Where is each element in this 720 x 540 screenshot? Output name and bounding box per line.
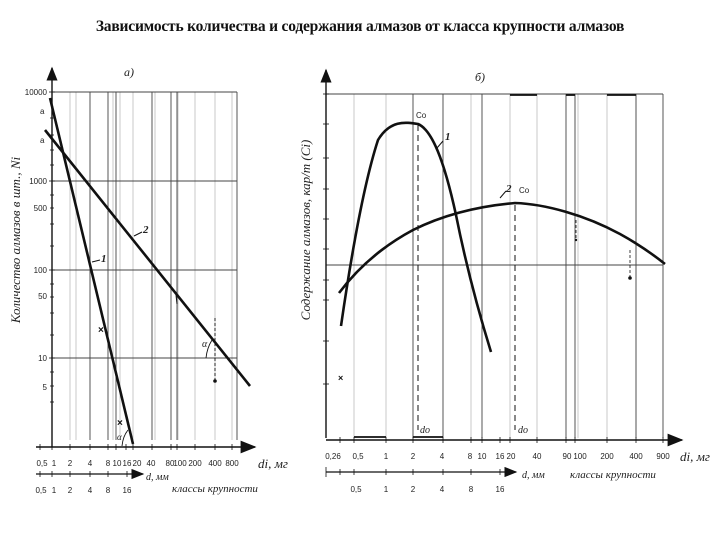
chart-a-xlabel: di, мг: [258, 456, 288, 471]
chart-b-minor-grid: [353, 94, 637, 438]
chart-b-x-ticks-mg: 0,26 0,5 1 2 4 8 10 16 20 40 90 100 200 …: [325, 452, 670, 461]
svg-text:900: 900: [656, 452, 670, 461]
chart-a-intercept-a2: a: [40, 136, 45, 145]
svg-text:4: 4: [440, 485, 445, 494]
svg-text:0,26: 0,26: [325, 452, 341, 461]
chart-a-xcaption: классы крупности: [172, 483, 258, 495]
chart-a-x-ticks-mg: 0,5 1 2 4 8 10 16 20 40 80 100 200 400 8…: [36, 459, 239, 468]
page-title: Зависимость количества и содержания алма…: [95, 18, 625, 35]
svg-text:2: 2: [411, 452, 416, 461]
svg-text:×: ×: [117, 418, 123, 429]
chart-b: б): [298, 68, 710, 494]
svg-text:×: ×: [338, 373, 343, 383]
svg-text:8: 8: [106, 486, 111, 495]
svg-text:100: 100: [573, 452, 587, 461]
svg-text:10000: 10000: [25, 88, 48, 97]
svg-text:40: 40: [533, 452, 542, 461]
svg-text:0,5: 0,5: [35, 486, 47, 495]
svg-text:1: 1: [52, 459, 57, 468]
svg-text:2: 2: [68, 459, 73, 468]
chart-a-series-2-label: 2: [142, 224, 149, 236]
chart-b-peak-label-1: Co: [416, 111, 427, 120]
chart-b-optimum-label-1: do: [420, 425, 430, 436]
svg-text:100: 100: [173, 459, 187, 468]
chart-a-series-2: [43, 129, 252, 387]
svg-text:80: 80: [166, 459, 175, 468]
svg-text:4: 4: [88, 486, 93, 495]
svg-text:200: 200: [188, 459, 202, 468]
chart-b-series-2-label: 2: [505, 183, 512, 195]
svg-text:1: 1: [384, 485, 389, 494]
svg-text:16: 16: [496, 452, 505, 461]
chart-a-series-1: [48, 97, 135, 445]
chart-b-major-grid: [326, 93, 664, 438]
svg-text:5: 5: [43, 383, 48, 392]
chart-a-ylabel: Количество алмазов в шт., Ni: [8, 157, 23, 325]
chart-b-series-1: [339, 121, 493, 353]
chart-a-angle-label: α: [202, 339, 208, 350]
chart-b-ylabel: Содержание алмазов, кар/т (Ci): [298, 140, 313, 321]
svg-text:1: 1: [52, 486, 57, 495]
svg-text:50: 50: [38, 292, 47, 301]
svg-text:×: ×: [98, 325, 104, 336]
svg-text:4: 4: [440, 452, 445, 461]
chart-a-intercept-a1: a: [40, 107, 45, 116]
chart-b-series-1-label: 1: [445, 131, 451, 143]
svg-text:16: 16: [123, 486, 132, 495]
chart-b-xlabel-mm: d, мм: [522, 470, 545, 481]
chart-a-major-grid: [52, 91, 238, 440]
chart-a-minor-grid: [69, 92, 233, 440]
svg-text:8: 8: [469, 485, 474, 494]
svg-text:20: 20: [507, 452, 516, 461]
svg-text:2: 2: [411, 485, 416, 494]
chart-b-series-2: [337, 201, 666, 294]
svg-text:2: 2: [68, 486, 73, 495]
chart-b-x-ticks-mm: 0,5 1 2 4 8 16: [350, 485, 505, 494]
svg-text:8: 8: [106, 459, 111, 468]
svg-text:40: 40: [147, 459, 156, 468]
svg-text:1000: 1000: [29, 177, 47, 186]
chart-b-xlabel: di, мг: [680, 449, 710, 464]
chart-b-xcaption: классы крупности: [570, 469, 656, 481]
chart-b-panel-label: б): [475, 70, 485, 84]
svg-text:16: 16: [496, 485, 505, 494]
chart-b-optimum-label-2: do: [518, 425, 528, 436]
svg-text:16: 16: [123, 459, 132, 468]
svg-text:0,5: 0,5: [36, 459, 48, 468]
svg-text:500: 500: [34, 204, 48, 213]
svg-text:200: 200: [600, 452, 614, 461]
svg-text:0,5: 0,5: [352, 452, 364, 461]
svg-text:800: 800: [225, 459, 239, 468]
svg-text:400: 400: [208, 459, 222, 468]
svg-text:α: α: [117, 432, 122, 442]
svg-text:4: 4: [88, 459, 93, 468]
svg-text:400: 400: [629, 452, 643, 461]
svg-text:10: 10: [478, 452, 487, 461]
svg-text:10: 10: [113, 459, 122, 468]
chart-a-panel-label: а): [124, 65, 134, 79]
svg-text:1: 1: [384, 452, 389, 461]
svg-text:20: 20: [133, 459, 142, 468]
chart-a-y-ticks: 10000 1000 500 100 50 10 5: [25, 88, 48, 392]
svg-text:0,5: 0,5: [350, 485, 362, 494]
chart-a-xlabel-mm: d, мм: [146, 472, 169, 483]
chart-a-series-1-label: 1: [101, 253, 107, 265]
svg-text:90: 90: [563, 452, 572, 461]
chart-b-peak-label-2: Co: [519, 186, 530, 195]
chart-a: а): [8, 65, 288, 495]
svg-text:8: 8: [468, 452, 473, 461]
chart-a-x-ticks-mm: 0,5 1 2 4 8 16: [35, 486, 132, 495]
svg-text:100: 100: [34, 266, 48, 275]
svg-text:10: 10: [38, 354, 47, 363]
